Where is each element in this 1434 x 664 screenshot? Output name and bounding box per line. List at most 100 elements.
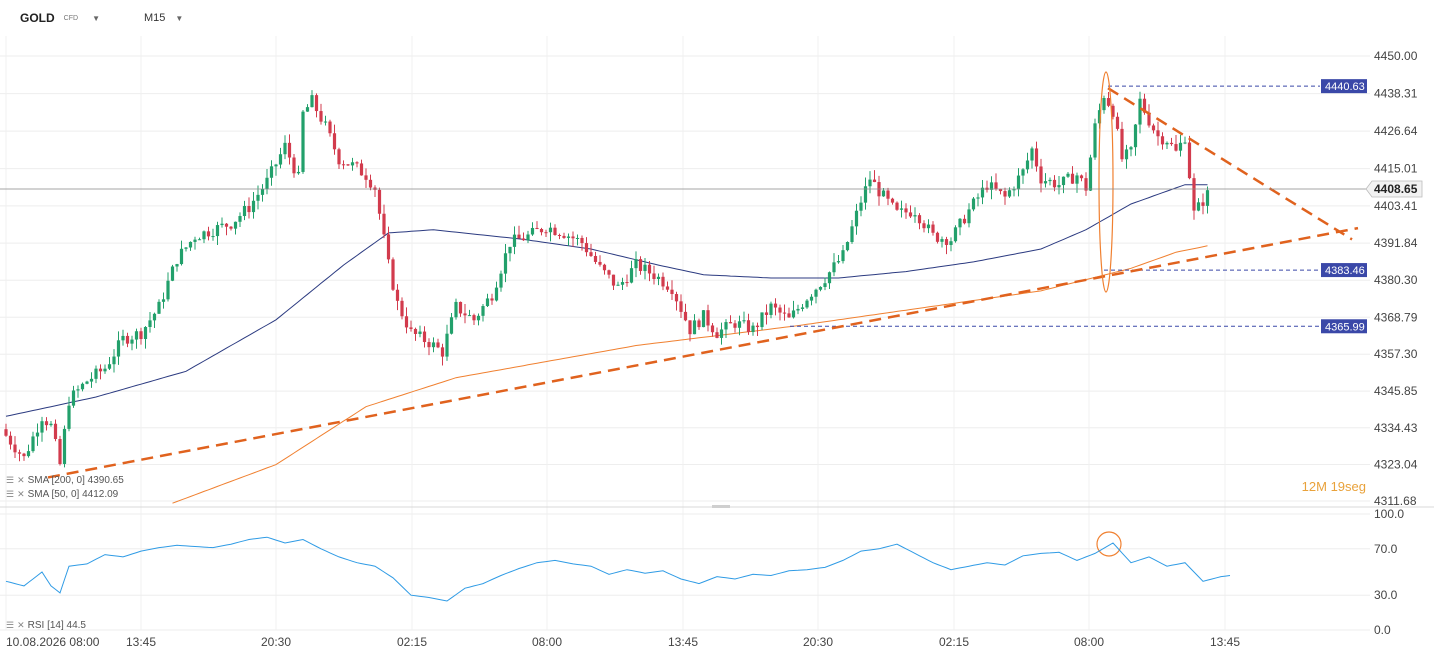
candle-body (71, 390, 76, 406)
candle-body (863, 186, 868, 203)
candle-body (688, 320, 692, 335)
drawings[interactable] (0, 71, 1366, 557)
pane-resize-handle[interactable] (712, 505, 730, 508)
candle-body (220, 223, 224, 226)
price-tick-label: 4334.43 (1374, 421, 1418, 435)
candle-body (341, 164, 346, 166)
candle-body (1088, 157, 1093, 191)
candle-body (58, 439, 62, 464)
candle-body (170, 266, 175, 281)
candle-body (836, 261, 841, 263)
candle-body (494, 287, 499, 301)
candle-body (580, 237, 584, 244)
legend-rsi: ☰ ✕ RSI [14] 44.5 (6, 620, 86, 631)
candle-body (850, 226, 854, 243)
candle-body (382, 213, 386, 235)
candle-body (17, 452, 22, 454)
candle-body (1165, 142, 1169, 145)
candle-body (737, 321, 742, 328)
candle-body (346, 164, 350, 166)
candle-body (1003, 191, 1007, 197)
rsi-highlight-circle[interactable] (1096, 531, 1122, 557)
candle-body (224, 223, 229, 227)
candle-body (652, 273, 656, 280)
symbol-name[interactable]: GOLD (20, 11, 55, 25)
candle-body (463, 313, 467, 316)
candle-body (188, 241, 193, 248)
candle-body (85, 381, 89, 384)
indicator-remove-icon[interactable]: ✕ (17, 489, 25, 499)
timeframe-chevron-icon[interactable]: ▼ (175, 13, 184, 23)
candle-body (508, 246, 512, 254)
price-tick-label: 4391.84 (1374, 236, 1418, 250)
candle-body (355, 162, 359, 164)
candle-body (1205, 190, 1210, 206)
candle-body (1084, 178, 1088, 191)
support-trendline[interactable] (47, 226, 1359, 479)
candle-body (922, 223, 926, 229)
candle-body (760, 312, 764, 328)
candle-body (391, 259, 395, 290)
candle-body (728, 322, 733, 324)
indicator-remove-icon[interactable]: ✕ (17, 620, 25, 630)
candle-body (661, 276, 665, 287)
candle-body (274, 164, 278, 167)
sma-50-path (5, 184, 1208, 417)
resistance-trendline[interactable] (1107, 87, 1353, 241)
candle-body (368, 179, 373, 188)
candle-body (526, 234, 530, 241)
candle-body (800, 307, 805, 309)
legend-sma50: ☰ ✕ SMA [50, 0] 4412.09 (6, 489, 118, 500)
candle-body (899, 208, 904, 210)
candle-body (517, 234, 521, 239)
level-price-tag (1321, 263, 1367, 278)
candle-body (53, 423, 58, 440)
candle-body (206, 231, 211, 237)
candle-body (44, 421, 49, 426)
candle-body (202, 231, 206, 240)
indicator-list-icon[interactable]: ☰ (6, 489, 15, 499)
price-tick-label: 4403.41 (1374, 199, 1418, 213)
candle-body (1169, 142, 1174, 145)
candle-body (1111, 105, 1115, 117)
candle-body (742, 320, 746, 322)
candle-body (926, 224, 931, 229)
indicator-list-icon[interactable]: ☰ (6, 475, 15, 485)
indicator-list-icon[interactable]: ☰ (6, 620, 15, 630)
axes: 4450.00 4438.31 4426.64 4415.01 4403.41 4391.… (6, 49, 1423, 649)
candle-body (26, 451, 31, 457)
candle-body (112, 356, 116, 365)
candle-body (575, 237, 580, 239)
candle-body (215, 225, 220, 237)
candle-body (283, 142, 287, 155)
candle-body (805, 300, 809, 308)
candle-body (679, 301, 683, 312)
time-tick-label: 08:00 (1074, 635, 1104, 649)
candle-body (913, 215, 917, 217)
indicator-remove-icon[interactable]: ✕ (17, 475, 25, 485)
candle-body (1192, 178, 1196, 211)
candle-body (1057, 185, 1061, 188)
candle-body (278, 154, 283, 165)
candle-body (67, 405, 71, 429)
timeframe-selector[interactable]: M15 (143, 12, 166, 24)
candle-body (332, 133, 337, 150)
candle-body (472, 315, 476, 321)
candle-body (1151, 125, 1156, 131)
candle-body (1052, 179, 1057, 188)
candle-body (287, 142, 292, 158)
candle-body (958, 218, 962, 228)
candle-body (656, 276, 661, 280)
candle-body (1187, 142, 1192, 179)
candle-body (1061, 176, 1066, 186)
candle-body (35, 432, 40, 437)
symbol-dropdown-chevron-icon[interactable]: ▼ (92, 13, 100, 23)
candle-body (440, 347, 445, 357)
candle-body (386, 234, 391, 260)
candle-body (503, 253, 508, 274)
candle-body (796, 308, 800, 311)
candle-body (755, 325, 760, 328)
highlight-ellipse[interactable] (1098, 71, 1114, 293)
